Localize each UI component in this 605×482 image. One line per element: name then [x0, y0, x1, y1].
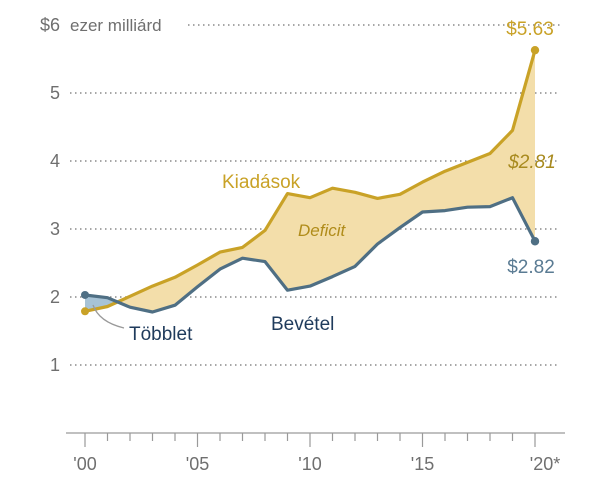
end-points	[81, 45, 540, 316]
expenses-line	[83, 48, 537, 313]
end-value-revenue: $2.82	[507, 257, 555, 278]
end-value-expenses: $5.63	[506, 19, 554, 40]
y-axis-labels: 1 2 3 4 5 $6	[40, 15, 60, 375]
deficit-label: Deficit	[298, 221, 347, 240]
series-label-expenses: Kiadások	[222, 172, 301, 193]
revenue-start-point	[81, 290, 89, 299]
x-axis-labels: '00 '05 '10 '15 '20*	[73, 454, 560, 474]
y-tick-label: 5	[50, 83, 60, 103]
expenses-start-point	[81, 307, 89, 316]
y-tick-label: 1	[50, 355, 60, 375]
y-tick-label: 4	[50, 151, 60, 171]
x-tick-label: '15	[411, 454, 434, 474]
y-tick-label: 3	[50, 219, 60, 239]
x-axis	[66, 432, 565, 447]
series-label-revenue: Bevétel	[271, 314, 334, 335]
x-tick-label: '10	[298, 454, 321, 474]
revenue-end-point	[530, 237, 540, 246]
surplus-label: Többlet	[129, 324, 193, 345]
x-tick-label: '05	[186, 454, 209, 474]
unit-label: ezer milliárd	[70, 16, 162, 35]
deficit-area	[117, 50, 535, 312]
end-value-gap: $2.81	[507, 152, 556, 173]
y-tick-label: 2	[50, 287, 60, 307]
areas	[85, 50, 535, 312]
surplus-leader-line	[92, 304, 125, 329]
series-lines	[83, 48, 537, 314]
y-tick-label: $6	[40, 15, 60, 35]
x-tick-label: '00	[73, 454, 96, 474]
x-tick-label: '20*	[530, 454, 560, 474]
revenue-line	[83, 196, 537, 314]
expenses-end-point	[530, 45, 540, 55]
